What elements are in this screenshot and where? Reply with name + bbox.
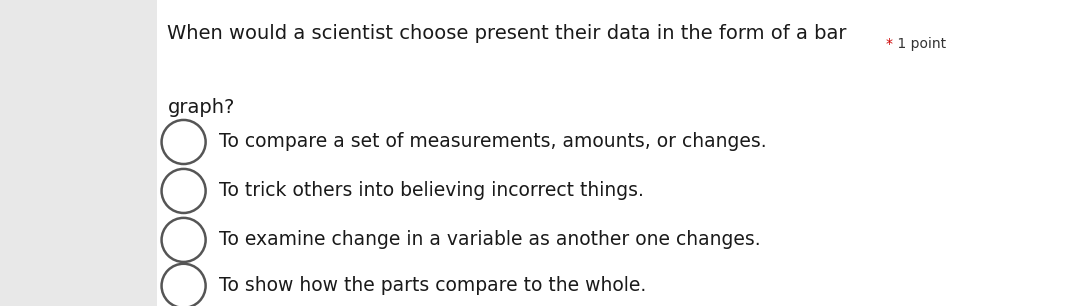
Text: *: * [886, 37, 892, 51]
Text: To compare a set of measurements, amounts, or changes.: To compare a set of measurements, amount… [219, 132, 767, 151]
Text: To trick others into believing incorrect things.: To trick others into believing incorrect… [219, 181, 644, 200]
Text: graph?: graph? [167, 98, 234, 117]
Text: To examine change in a variable as another one changes.: To examine change in a variable as anoth… [219, 230, 761, 249]
Text: 1 point: 1 point [893, 37, 946, 51]
Text: When would a scientist choose present their data in the form of a bar: When would a scientist choose present th… [167, 24, 847, 43]
Text: To show how the parts compare to the whole.: To show how the parts compare to the who… [219, 276, 647, 295]
FancyBboxPatch shape [157, 0, 1080, 306]
